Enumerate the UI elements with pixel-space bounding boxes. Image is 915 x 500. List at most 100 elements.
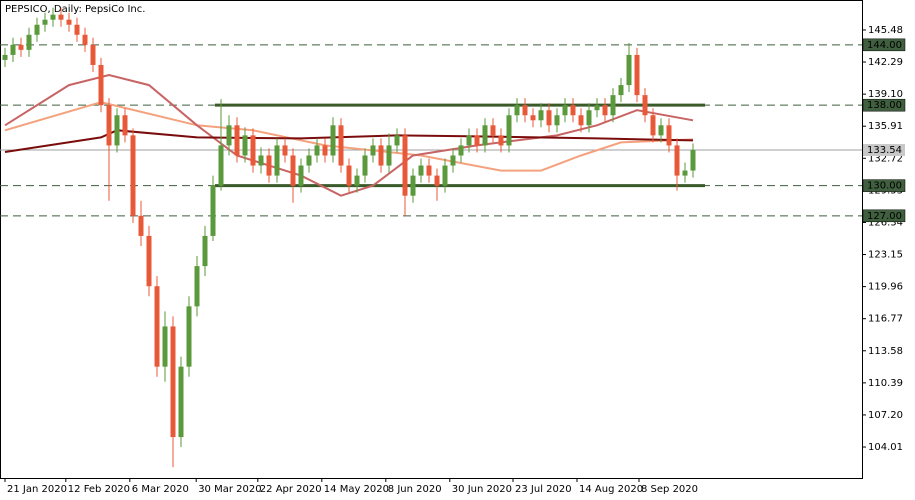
- candle-body: [554, 115, 560, 126]
- x-tick-label: 14 May 2020: [324, 484, 389, 495]
- candle-body: [114, 115, 120, 146]
- candle-body: [98, 64, 104, 106]
- candle-body: [82, 34, 88, 45]
- candle-body: [530, 115, 536, 121]
- level-label: 130.00: [867, 181, 902, 192]
- candle-body: [290, 155, 296, 186]
- plot-frame: [0, 0, 863, 479]
- level-label-box: [862, 209, 906, 223]
- x-tick-label: 30 Jun 2020: [452, 484, 512, 495]
- candle-body: [218, 145, 224, 186]
- x-tick-label: 14 Aug 2020: [579, 484, 643, 495]
- candle-body: [506, 115, 512, 146]
- candle-body: [674, 145, 680, 176]
- candle-body: [370, 145, 376, 156]
- y-tick-label: 132.72: [868, 153, 903, 164]
- chart-title: PEPSICO, Daily: PepsiCo Inc.: [5, 4, 145, 15]
- candle-body: [162, 326, 168, 367]
- y-tick-label: 135.91: [868, 121, 903, 132]
- candle-body: [66, 19, 72, 25]
- candle-body: [410, 175, 416, 196]
- candle-body: [586, 110, 592, 126]
- y-tick-label: 110.39: [868, 378, 903, 389]
- candle-body: [50, 14, 56, 20]
- candle-body: [266, 155, 272, 176]
- candle-body: [610, 95, 616, 116]
- y-tick-label: 119.96: [868, 282, 903, 293]
- candle-body: [106, 105, 112, 146]
- candle-body: [634, 54, 640, 96]
- candle-body: [514, 105, 520, 116]
- moving-average: [4, 101, 694, 172]
- y-tick-label: 123.15: [868, 250, 903, 261]
- candle-body: [362, 155, 368, 176]
- candle-body: [330, 125, 336, 156]
- candle-body: [2, 54, 8, 60]
- candle-body: [490, 125, 496, 136]
- candle-body: [250, 135, 256, 166]
- candle-body: [426, 165, 432, 176]
- candle-body: [274, 145, 280, 176]
- candle-body: [18, 44, 24, 50]
- candle-body: [58, 14, 64, 20]
- candle-body: [314, 145, 320, 156]
- candle-body: [242, 135, 248, 156]
- candle-body: [498, 135, 504, 146]
- candle-body: [650, 115, 656, 136]
- level-label: 144.00: [867, 40, 902, 51]
- candle-body: [202, 235, 208, 267]
- candle-body: [122, 115, 128, 136]
- candle-body: [210, 185, 216, 236]
- candle-body: [322, 145, 328, 156]
- x-tick-label: 12 Feb 2020: [68, 484, 130, 495]
- candle-body: [178, 366, 184, 438]
- candle-body: [130, 135, 136, 216]
- moving-average: [4, 129, 694, 153]
- candle-body: [434, 175, 440, 186]
- x-tick-label: 21 Jan 2020: [7, 484, 67, 495]
- candle-body: [466, 135, 472, 146]
- candle-body: [90, 44, 96, 65]
- y-tick-label: 142.29: [868, 57, 903, 68]
- candle-body: [42, 19, 48, 25]
- candle-body: [546, 110, 552, 126]
- candle-body: [450, 155, 456, 166]
- candle-body: [690, 150, 696, 171]
- x-tick-label: 8 Sep 2020: [641, 484, 698, 495]
- candle-body: [418, 165, 424, 176]
- level-label-box: [862, 179, 906, 192]
- candle-body: [626, 54, 632, 86]
- y-tick-label: 116.77: [868, 314, 903, 325]
- candle-body: [386, 145, 392, 166]
- candle-body: [482, 125, 488, 146]
- candle-body: [602, 105, 608, 116]
- level-label: 138.00: [867, 100, 902, 111]
- y-tick-label: 145.48: [868, 25, 903, 36]
- candle-body: [338, 125, 344, 166]
- candle-body: [346, 165, 352, 186]
- candle-body: [170, 326, 176, 438]
- candle-body: [578, 115, 584, 126]
- candle-body: [258, 155, 264, 166]
- level-label-box: [862, 98, 906, 112]
- candle-body: [570, 105, 576, 116]
- candle-body: [378, 145, 384, 166]
- candle-body: [458, 145, 464, 156]
- y-tick-label: 107.20: [868, 410, 903, 421]
- candle-body: [402, 135, 408, 196]
- x-tick-label: 23 Jul 2020: [515, 484, 572, 495]
- candle-body: [194, 266, 200, 307]
- level-label-box: [862, 38, 906, 52]
- candle-body: [154, 286, 160, 367]
- candle-body: [226, 125, 232, 146]
- x-tick-label: 8 Jun 2020: [388, 484, 442, 495]
- candle-body: [474, 135, 480, 146]
- candle-body: [666, 125, 672, 146]
- level-label: 127.00: [867, 211, 902, 222]
- last-price-label: 133.54: [867, 145, 902, 156]
- candle-body: [298, 165, 304, 186]
- y-tick-label: 113.58: [868, 346, 903, 357]
- candle-body: [234, 125, 240, 156]
- candle-body: [522, 105, 528, 116]
